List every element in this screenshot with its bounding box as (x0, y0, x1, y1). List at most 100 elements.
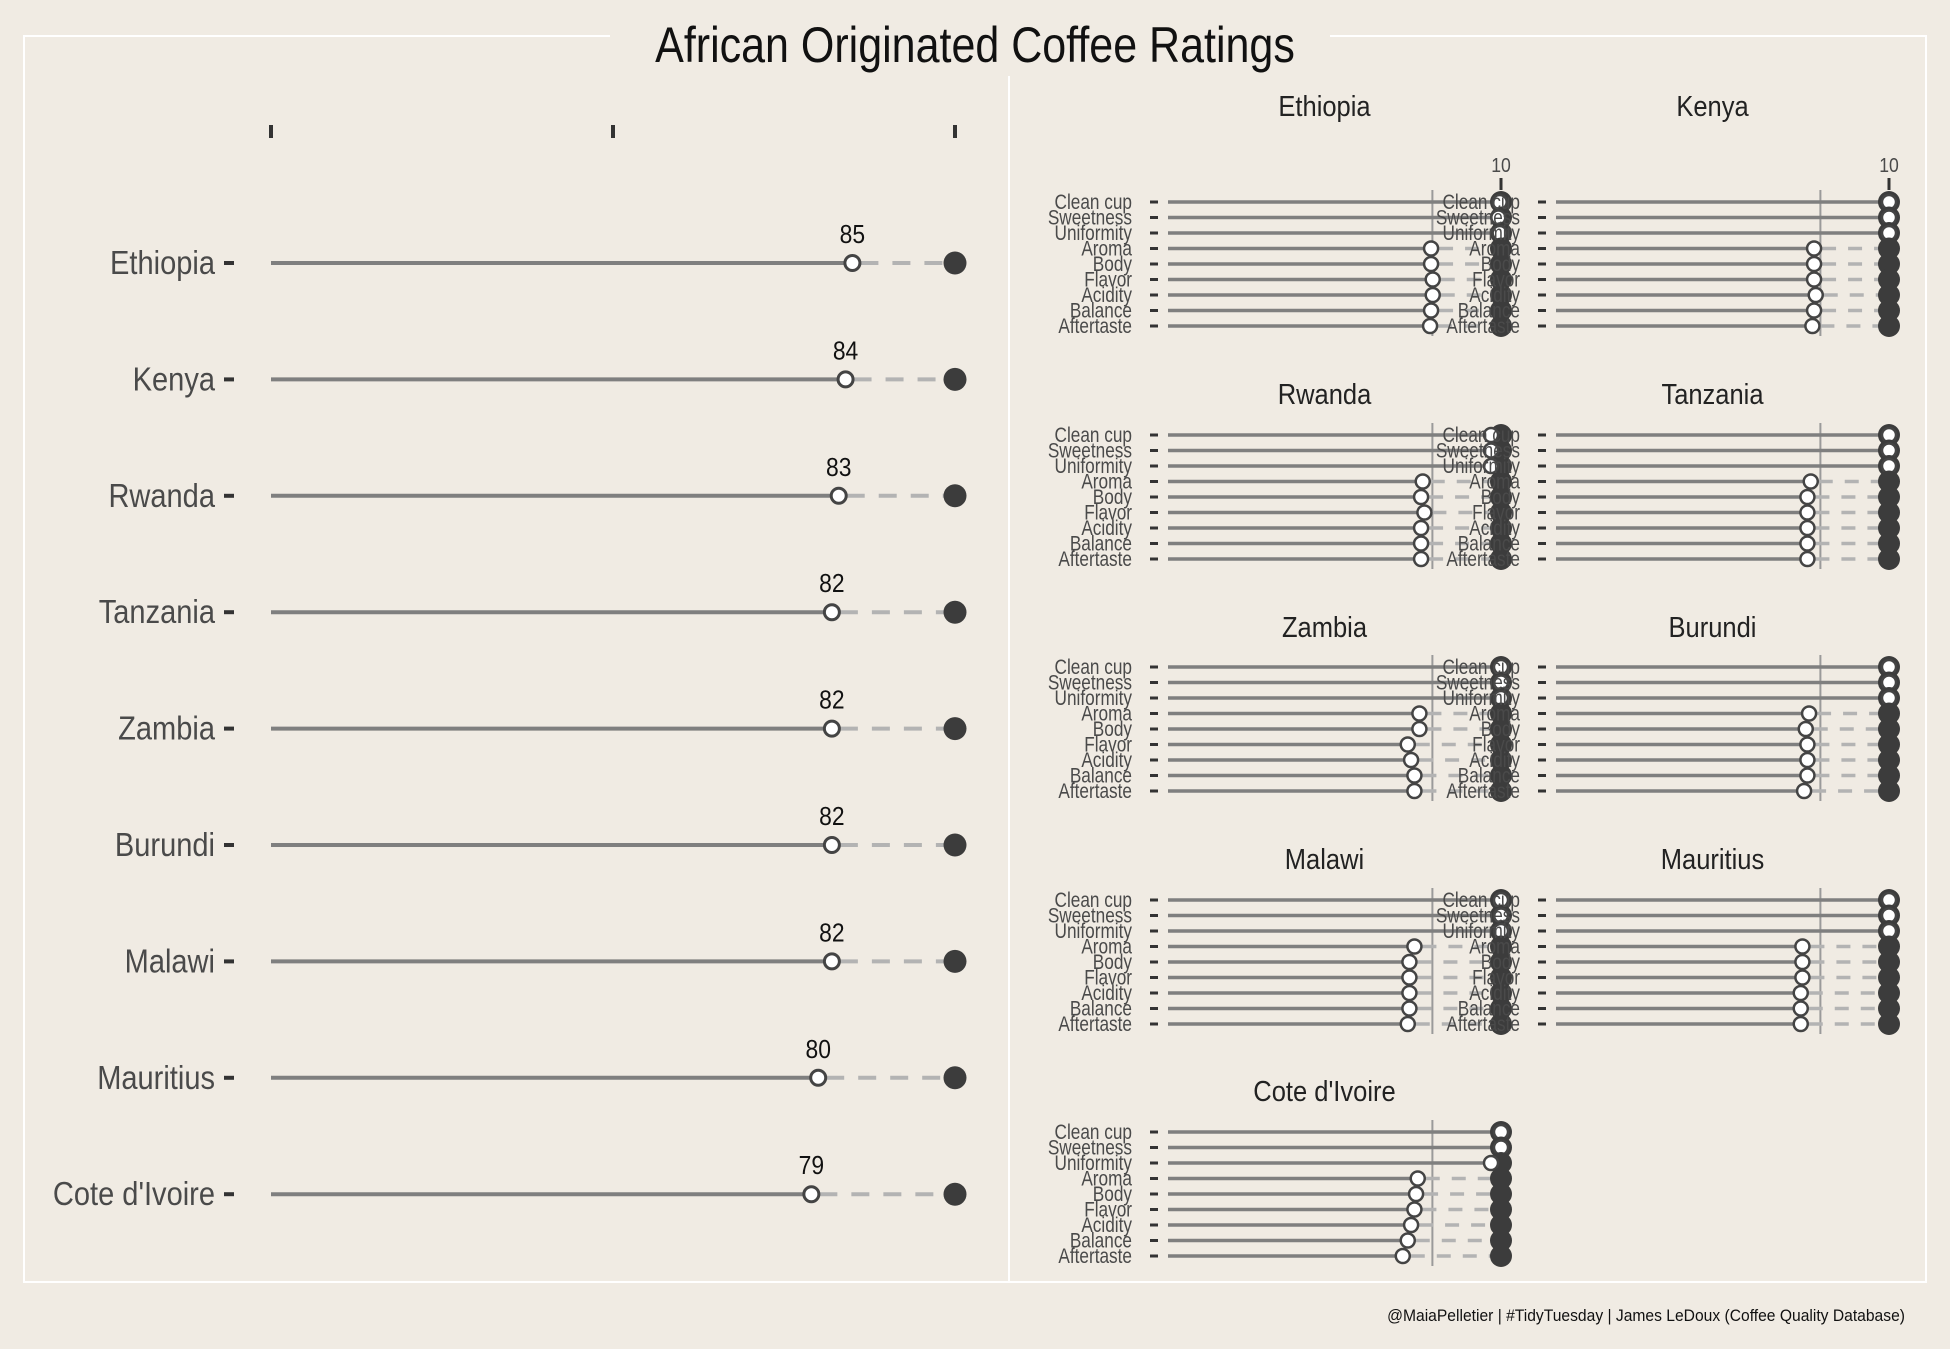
attribute-point (1805, 302, 1823, 319)
attribute-max-point (1490, 764, 1512, 787)
facet-title: Tanzania (1661, 377, 1764, 410)
attribute-point (1799, 767, 1816, 784)
attribute-label: Aroma (1469, 703, 1520, 726)
attribute-point (1401, 1000, 1418, 1017)
value-point (836, 370, 855, 389)
attribute-point (1411, 705, 1428, 722)
data-label: 85 (840, 221, 865, 250)
attribute-label: Uniformity (1055, 223, 1133, 246)
attribute-point (1794, 969, 1811, 986)
facet-8: Cote d'Ivoire Clean cupSweetnessUniformit… (1048, 1074, 1512, 1268)
facet-title: Burundi (1669, 610, 1757, 643)
attribute-point (1406, 1201, 1423, 1218)
right-panel-border (1008, 35, 1927, 1283)
attribute-label: Aftertaste (1058, 1014, 1132, 1037)
attribute-label: Aftertaste (1058, 316, 1132, 339)
caption: @MaiaPelletier | #TidyTuesday | James Le… (1387, 1306, 1905, 1325)
category-label: Ethiopia (110, 244, 216, 281)
attribute-max-point (1490, 1245, 1512, 1267)
attribute-point (1412, 519, 1430, 537)
attribute-label: Flavor (1472, 734, 1520, 757)
attribute-label: Balance (1458, 300, 1520, 323)
attribute-label: Flavor (1472, 967, 1520, 990)
attribute-max-point (1490, 253, 1512, 275)
attribute-label: Balance (1070, 300, 1132, 323)
attribute-max-point (1490, 749, 1512, 771)
attribute-max-point (1490, 299, 1512, 322)
attribute-max-point (1878, 749, 1900, 771)
attribute-max-point (1878, 268, 1900, 291)
attribute-label: Body (1481, 254, 1521, 277)
attribute-max-point (1490, 501, 1512, 524)
attribute-label: Aftertaste (1446, 316, 1520, 339)
attribute-label: Sweetness (1048, 905, 1132, 928)
attribute-label: Uniformity (1055, 921, 1133, 944)
facet-x-tick-label: 10 (1879, 154, 1899, 176)
attribute-max-point (1878, 299, 1900, 322)
attribute-max-point (1878, 470, 1900, 493)
attribute-label: Clean cup (1443, 657, 1520, 680)
attribute-label: Sweetness (1048, 207, 1132, 230)
attribute-max-point (1490, 966, 1512, 989)
attribute-label: Acidity (1081, 750, 1132, 773)
attribute-max-point (1490, 1198, 1512, 1221)
attribute-max-point (1490, 982, 1512, 1004)
attribute-point (1411, 720, 1428, 738)
attribute-label: Aroma (1081, 238, 1132, 261)
attribute-max-point (1490, 733, 1512, 756)
attribute-point (1399, 1015, 1417, 1033)
attribute-label: Aroma (1081, 471, 1132, 494)
facet-1: Kenya 10 Clean cupSweetnessUniformityAroma… (1436, 89, 1900, 338)
attribute-point (1401, 984, 1418, 1002)
attribute-point (1794, 938, 1811, 955)
facet-title: Kenya (1676, 89, 1749, 122)
attribute-max-point (1490, 315, 1512, 337)
attribute-label: Uniformity (1055, 456, 1133, 479)
attribute-max-point (1878, 764, 1900, 787)
attribute-point (1804, 317, 1821, 335)
attribute-point (1794, 953, 1811, 971)
attribute-label: Aftertaste (1058, 1246, 1132, 1269)
category-label: Rwanda (108, 477, 215, 514)
attribute-point (1421, 317, 1439, 335)
attribute-label: Flavor (1472, 502, 1520, 525)
attribute-label: Balance (1458, 998, 1520, 1021)
attribute-point (1799, 488, 1816, 506)
attribute-point (1412, 550, 1430, 568)
attribute-point (1399, 736, 1417, 753)
attribute-label: Clean cup (1443, 425, 1520, 448)
category-label: Mauritius (97, 1059, 215, 1096)
attribute-label: Body (1481, 952, 1521, 975)
attribute-label: Clean cup (1055, 192, 1132, 215)
attribute-label: Balance (1458, 765, 1520, 788)
attribute-max-point (1490, 702, 1512, 725)
facet-title: Zambia (1282, 610, 1368, 643)
attribute-label: Balance (1070, 765, 1132, 788)
attribute-point (1424, 271, 1441, 288)
attribute-max-point (1490, 997, 1512, 1020)
attribute-label: Sweetness (1436, 905, 1520, 928)
attribute-max-point (1878, 1013, 1900, 1035)
value-point (843, 254, 862, 272)
attribute-max-point (1878, 702, 1900, 725)
attribute-label: Acidity (1469, 983, 1520, 1006)
attribute-label: Acidity (1081, 1215, 1132, 1238)
attribute-label: Aftertaste (1446, 781, 1520, 804)
attribute-max-point (1490, 1229, 1512, 1252)
attribute-label: Clean cup (1055, 425, 1132, 448)
facet-title: Ethiopia (1278, 89, 1371, 122)
attribute-label: Acidity (1081, 518, 1132, 541)
attribute-point (1802, 473, 1819, 490)
attribute-max-point (1490, 517, 1512, 539)
attribute-point (1482, 442, 1500, 459)
max-point (943, 251, 967, 275)
data-label: 80 (805, 1036, 830, 1065)
attribute-max-point (1878, 532, 1900, 555)
attribute-label: Clean cup (1055, 890, 1132, 913)
attribute-max-point (1490, 780, 1512, 802)
attribute-label: Aftertaste (1058, 781, 1132, 804)
facet-0: Ethiopia 10 Clean cupSweetnessUniformityAr… (1048, 89, 1512, 338)
attribute-max-point (1490, 1167, 1512, 1190)
